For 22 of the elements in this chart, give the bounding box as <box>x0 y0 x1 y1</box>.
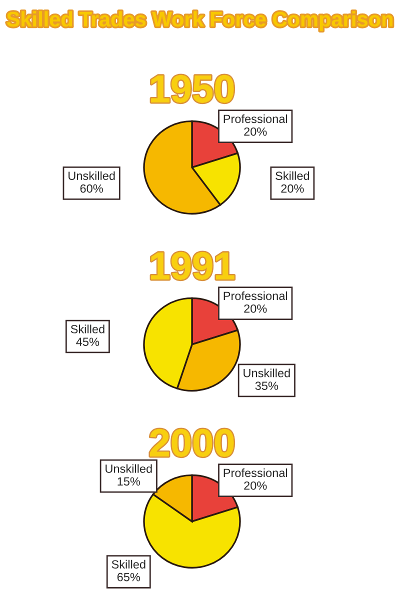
data-label: 45% <box>76 338 100 346</box>
slice-label: Unskilled <box>106 464 152 473</box>
slice-label: Professional <box>224 468 288 478</box>
data-label: 20% <box>244 304 267 313</box>
data-label: 15% <box>118 477 140 486</box>
data-label: 35% <box>255 382 278 390</box>
data-label: 20% <box>244 127 267 136</box>
slice-label: Skilled <box>112 560 146 569</box>
data-label: 20% <box>281 184 304 193</box>
slice-label: Skilled <box>276 171 310 180</box>
data-label: 65% <box>117 572 140 582</box>
chart-title: 1991 <box>151 252 234 280</box>
slice-label: Unskilled <box>68 171 115 180</box>
slice-label: Skilled <box>70 324 104 334</box>
data-label: 20% <box>244 481 267 490</box>
data-label: 60% <box>80 184 103 193</box>
chart-title: 2000 <box>150 429 234 457</box>
slice-label: Professional <box>224 291 288 300</box>
slice-label: Professional <box>224 114 288 124</box>
chart-subtitle: 1950 <box>151 75 234 103</box>
slice-label: Unskilled <box>244 368 290 378</box>
chart-title: Skilled Trades Work Force Comparison <box>6 11 392 31</box>
